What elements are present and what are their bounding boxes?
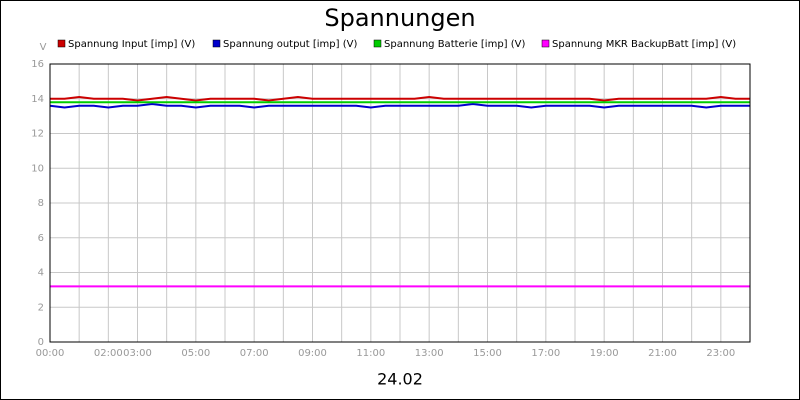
y-tick-label: 14: [31, 94, 44, 105]
plot-lines: [49, 96, 750, 288]
x-tick-label: 07:00: [240, 348, 269, 359]
series-line: [50, 96, 750, 102]
y-tick-label: 4: [38, 268, 44, 279]
legend-label: Spannung output [imp] (V): [223, 39, 357, 50]
y-axis-label: V: [40, 42, 47, 53]
y-tick-label: 10: [31, 163, 44, 174]
legend-label: Spannung Input [imp] (V): [68, 39, 195, 50]
y-tick-label: 12: [31, 129, 44, 140]
x-tick-label: 03:00: [123, 348, 152, 359]
y-tick-label: 16: [31, 59, 44, 70]
legend-label: Spannung Batterie [imp] (V): [384, 39, 525, 50]
x-tick-label: 17:00: [531, 348, 560, 359]
x-tick-label: 05:00: [181, 348, 210, 359]
legend-swatch: [212, 39, 221, 48]
x-tick-label: 09:00: [298, 348, 327, 359]
legend: Spannung Input [imp] (V) Spannung output …: [57, 39, 736, 50]
chart-title: Spannungen: [324, 4, 475, 32]
legend-swatch: [57, 39, 66, 48]
x-tick-label: 15:00: [473, 348, 502, 359]
x-tick-label: 13:00: [415, 348, 444, 359]
legend-swatch: [541, 39, 550, 48]
x-tick-label: 23:00: [706, 348, 735, 359]
x-tick-label: 21:00: [648, 348, 677, 359]
plot-frame: [49, 63, 751, 343]
x-tick-label: 11:00: [356, 348, 385, 359]
x-tick-label: 19:00: [590, 348, 619, 359]
y-tick-label: 2: [38, 302, 44, 313]
y-tick-label: 6: [38, 233, 44, 244]
y-tick-label: 8: [38, 198, 44, 209]
legend-swatch: [373, 39, 382, 48]
x-tick-label: 00:00: [36, 348, 65, 359]
y-tick-label: 0: [38, 337, 44, 348]
x-axis-label: 24.02: [377, 370, 423, 389]
series-line: [49, 102, 750, 109]
legend-label: Spannung MKR BackupBatt [imp] (V): [552, 39, 736, 50]
x-tick-label: 02:00: [94, 348, 123, 359]
